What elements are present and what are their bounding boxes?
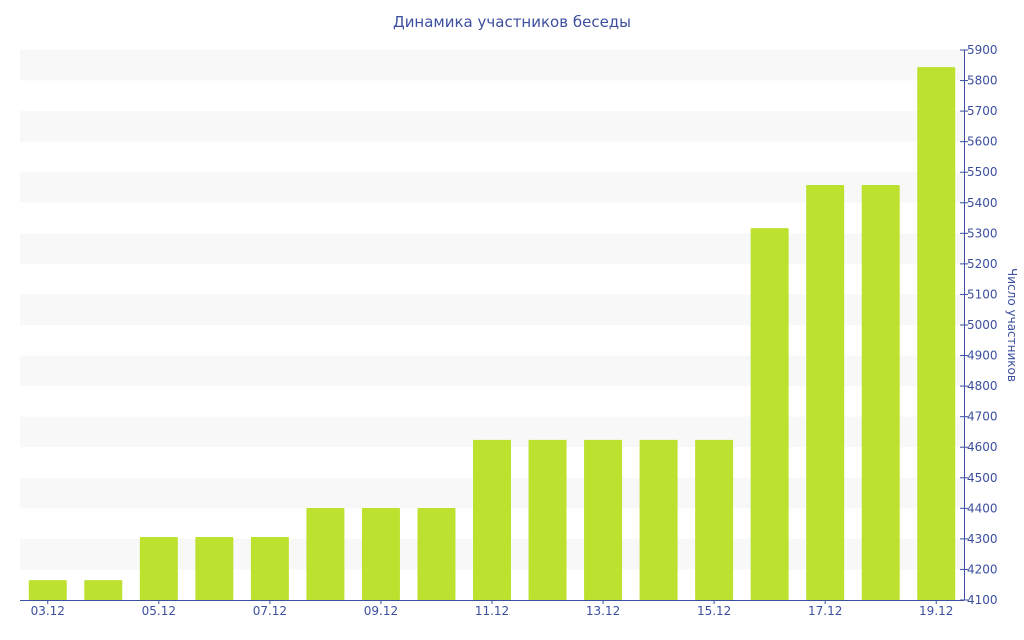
y-tick-label: 5800 xyxy=(967,74,998,88)
grid-band xyxy=(20,50,964,81)
y-tick-label: 4100 xyxy=(967,593,998,607)
x-tick-label: 09.12 xyxy=(364,604,398,618)
y-tick-label: 5600 xyxy=(967,135,998,149)
y-tick-label: 5000 xyxy=(967,318,998,332)
y-tick-label: 5100 xyxy=(967,287,998,301)
bar-13.12 xyxy=(584,439,623,600)
y-axis-label: Число участников xyxy=(1005,268,1019,382)
grid-band xyxy=(20,111,964,142)
x-tick-label: 07.12 xyxy=(253,604,287,618)
x-tick-label: 13.12 xyxy=(586,604,620,618)
y-tick-label: 4900 xyxy=(967,349,998,363)
y-tick-label: 4200 xyxy=(967,562,998,576)
x-tick-label: 19.12 xyxy=(919,604,953,618)
bar-15.12 xyxy=(695,439,734,600)
bar-06.12 xyxy=(195,537,234,600)
x-tick-label: 11.12 xyxy=(475,604,509,618)
x-tick-label: 05.12 xyxy=(142,604,176,618)
bar-09.12 xyxy=(361,508,400,600)
bar-07.12 xyxy=(250,537,289,600)
bar-03.12 xyxy=(28,580,67,600)
bar-12.12 xyxy=(528,439,567,600)
x-tick-label: 03.12 xyxy=(31,604,65,618)
y-tick-label: 4500 xyxy=(967,471,998,485)
x-tick-label: 15.12 xyxy=(697,604,731,618)
bar-05.12 xyxy=(139,537,178,600)
y-tick-label: 5300 xyxy=(967,226,998,240)
y-tick-label: 5200 xyxy=(967,257,998,271)
y-tick-label: 5700 xyxy=(967,104,998,118)
y-tick-label: 5500 xyxy=(967,165,998,179)
bar-04.12 xyxy=(84,580,123,600)
bar-16.12 xyxy=(750,228,789,600)
y-tick-label: 4800 xyxy=(967,379,998,393)
y-tick-label: 4300 xyxy=(967,532,998,546)
y-tick-label: 4400 xyxy=(967,501,998,515)
bar-11.12 xyxy=(473,439,511,600)
bar-17.12 xyxy=(806,185,845,601)
y-tick-label: 5900 xyxy=(967,43,998,57)
bar-10.12 xyxy=(417,508,456,600)
y-tick-label: 4600 xyxy=(967,440,998,454)
chart-title: Динамика участников беседы xyxy=(392,13,632,31)
bar-19.12 xyxy=(917,67,956,601)
y-tick-label: 4700 xyxy=(967,410,998,424)
bar-14.12 xyxy=(639,439,678,600)
bar-18.12 xyxy=(861,185,900,601)
bar-08.12 xyxy=(306,508,345,600)
x-tick-label: 17.12 xyxy=(808,604,842,618)
y-tick-label: 5400 xyxy=(967,196,998,210)
